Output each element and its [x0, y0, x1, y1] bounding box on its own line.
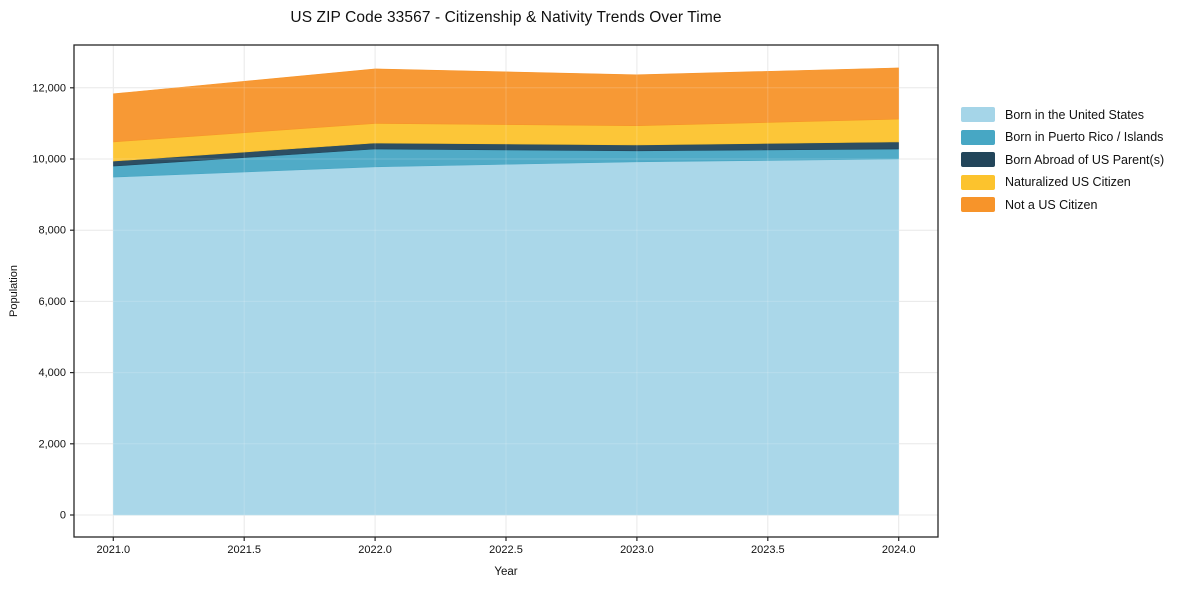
legend-swatch	[961, 129, 995, 145]
legend-swatch	[961, 197, 995, 212]
y-tick-label: 12,000	[32, 82, 66, 94]
legend-item: Not a US Citizen	[961, 197, 1164, 212]
legend-swatch	[961, 152, 995, 167]
x-tick-label: 2023.5	[751, 544, 785, 556]
legend-label: Naturalized US Citizen	[1005, 175, 1131, 189]
y-tick-label: 10,000	[32, 154, 66, 166]
y-axis-label: Population	[8, 265, 20, 317]
y-tick-label: 6,000	[38, 296, 66, 308]
chart-title: US ZIP Code 33567 - Citizenship & Nativi…	[290, 9, 722, 26]
y-tick-label: 2,000	[38, 438, 66, 450]
x-tick-label: 2022.5	[489, 544, 523, 556]
legend-swatch	[961, 174, 995, 190]
legend-item: Born in Puerto Rico / Islands	[961, 129, 1164, 145]
x-tick-label: 2024.0	[882, 544, 916, 556]
x-tick-label: 2021.5	[227, 544, 261, 556]
area-band-4	[113, 67, 900, 143]
x-axis-label: Year	[494, 566, 518, 578]
legend-swatch	[961, 107, 995, 122]
legend-label: Born Abroad of US Parent(s)	[1005, 152, 1165, 167]
y-tick-label: 4,000	[38, 367, 66, 379]
y-tick-label: 8,000	[38, 225, 66, 237]
legend: Born in the United States Born in Puerto …	[961, 107, 1164, 212]
legend-item: Born Abroad of US Parent(s)	[961, 152, 1164, 167]
legend-item: Naturalized US Citizen	[961, 174, 1164, 190]
x-tick-label: 2021.0	[96, 544, 130, 556]
legend-label: Born in the United States	[1005, 107, 1144, 122]
legend-label: Born in Puerto Rico / Islands	[1005, 130, 1164, 144]
legend-item: Born in the United States	[961, 107, 1164, 122]
y-tick-label: 0	[60, 510, 66, 522]
legend-label: Not a US Citizen	[1005, 197, 1098, 212]
x-tick-label: 2022.0	[358, 544, 392, 556]
x-tick-label: 2023.0	[620, 544, 654, 556]
